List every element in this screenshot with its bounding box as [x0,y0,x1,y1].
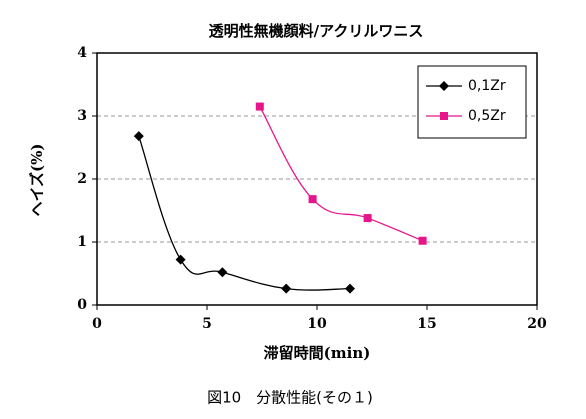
x-tick-label: 20 [527,316,547,332]
x-tick-label: 15 [417,316,436,332]
y-tick-label: 2 [77,171,87,187]
series-line [259,106,423,242]
marker [439,81,449,91]
marker [217,267,228,278]
x-tick-label: 10 [307,316,327,332]
marker [255,102,264,111]
y-tick-label: 0 [77,297,87,313]
x-axis-label: 滞留時間(min) [264,344,371,362]
marker [363,214,372,223]
legend-label: 0,1Zr [468,78,506,94]
marker [281,283,292,294]
marker [308,195,317,204]
x-tick-label: 5 [202,316,212,332]
marker [345,283,355,294]
y-tick-label: 3 [77,108,87,124]
y-axis-label: ヘイズ(%) [28,144,46,217]
marker [175,254,186,265]
chart-title: 透明性無機顔料/アクリルワニス [209,22,424,40]
y-tick-label: 1 [77,234,87,250]
legend [417,65,527,139]
caption: 図10 分散性能(その１) [207,389,373,407]
plot-frame [96,52,538,306]
series-line [138,135,351,291]
marker [133,131,144,142]
legend-label: 0,5Zr [468,108,506,124]
marker [440,112,448,120]
marker [418,236,427,245]
y-tick-label: 4 [77,45,87,61]
x-tick-label: 0 [92,316,102,332]
